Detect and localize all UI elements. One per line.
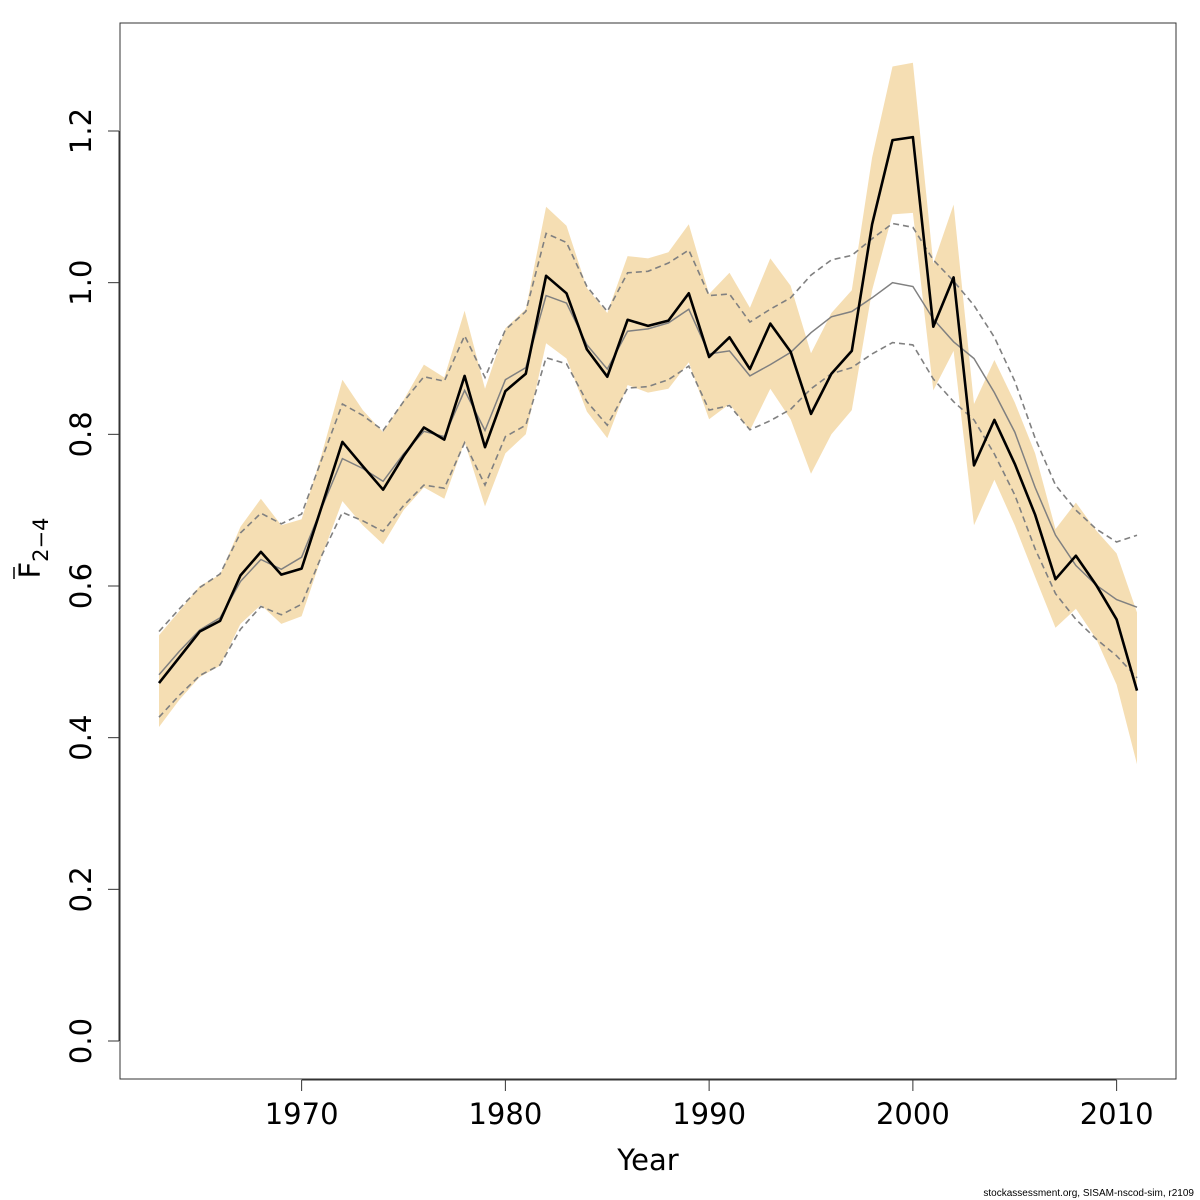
y-tick-label: 1.2 xyxy=(64,108,98,154)
ci-band-layer xyxy=(159,62,1137,765)
x-axis: 1970 1980 1990 2000 2010 xyxy=(265,1079,1154,1131)
x-tick-label: 2000 xyxy=(876,1097,950,1131)
x-tick-label: 1990 xyxy=(672,1097,746,1131)
confidence-band xyxy=(159,62,1137,765)
reference-lower-line xyxy=(158,341,1138,718)
x-axis-title: Year xyxy=(616,1143,678,1177)
reference-upper-line xyxy=(158,222,1138,633)
y-tick-label: 0.4 xyxy=(64,715,98,761)
y-axis-title-base: F xyxy=(13,562,47,579)
x-tick-label: 1970 xyxy=(265,1097,339,1131)
y-axis-title: F2−4 xyxy=(13,517,53,578)
y-tick-label: 0.0 xyxy=(64,1018,98,1064)
estimate-line xyxy=(157,135,1139,691)
x-tick-label: 2010 xyxy=(1080,1097,1154,1131)
y-axis: 0.0 0.2 0.4 0.6 0.8 1.0 1.2 xyxy=(64,108,120,1064)
y-tick-label: 0.2 xyxy=(64,866,98,912)
y-axis-title-subscript: 2−4 xyxy=(29,517,53,561)
x-tick-label: 1980 xyxy=(468,1097,542,1131)
footer-credit: stockassessment.org, SISAM-nscod-sim, r2… xyxy=(983,1188,1194,1199)
estimate-layer xyxy=(157,135,1139,691)
plot-frame xyxy=(119,22,1177,1080)
y-tick-label: 1.0 xyxy=(64,260,98,306)
y-tick-label: 0.8 xyxy=(64,411,98,457)
y-tick-label: 0.6 xyxy=(64,563,98,609)
svg-text:F2−4: F2−4 xyxy=(13,517,53,578)
